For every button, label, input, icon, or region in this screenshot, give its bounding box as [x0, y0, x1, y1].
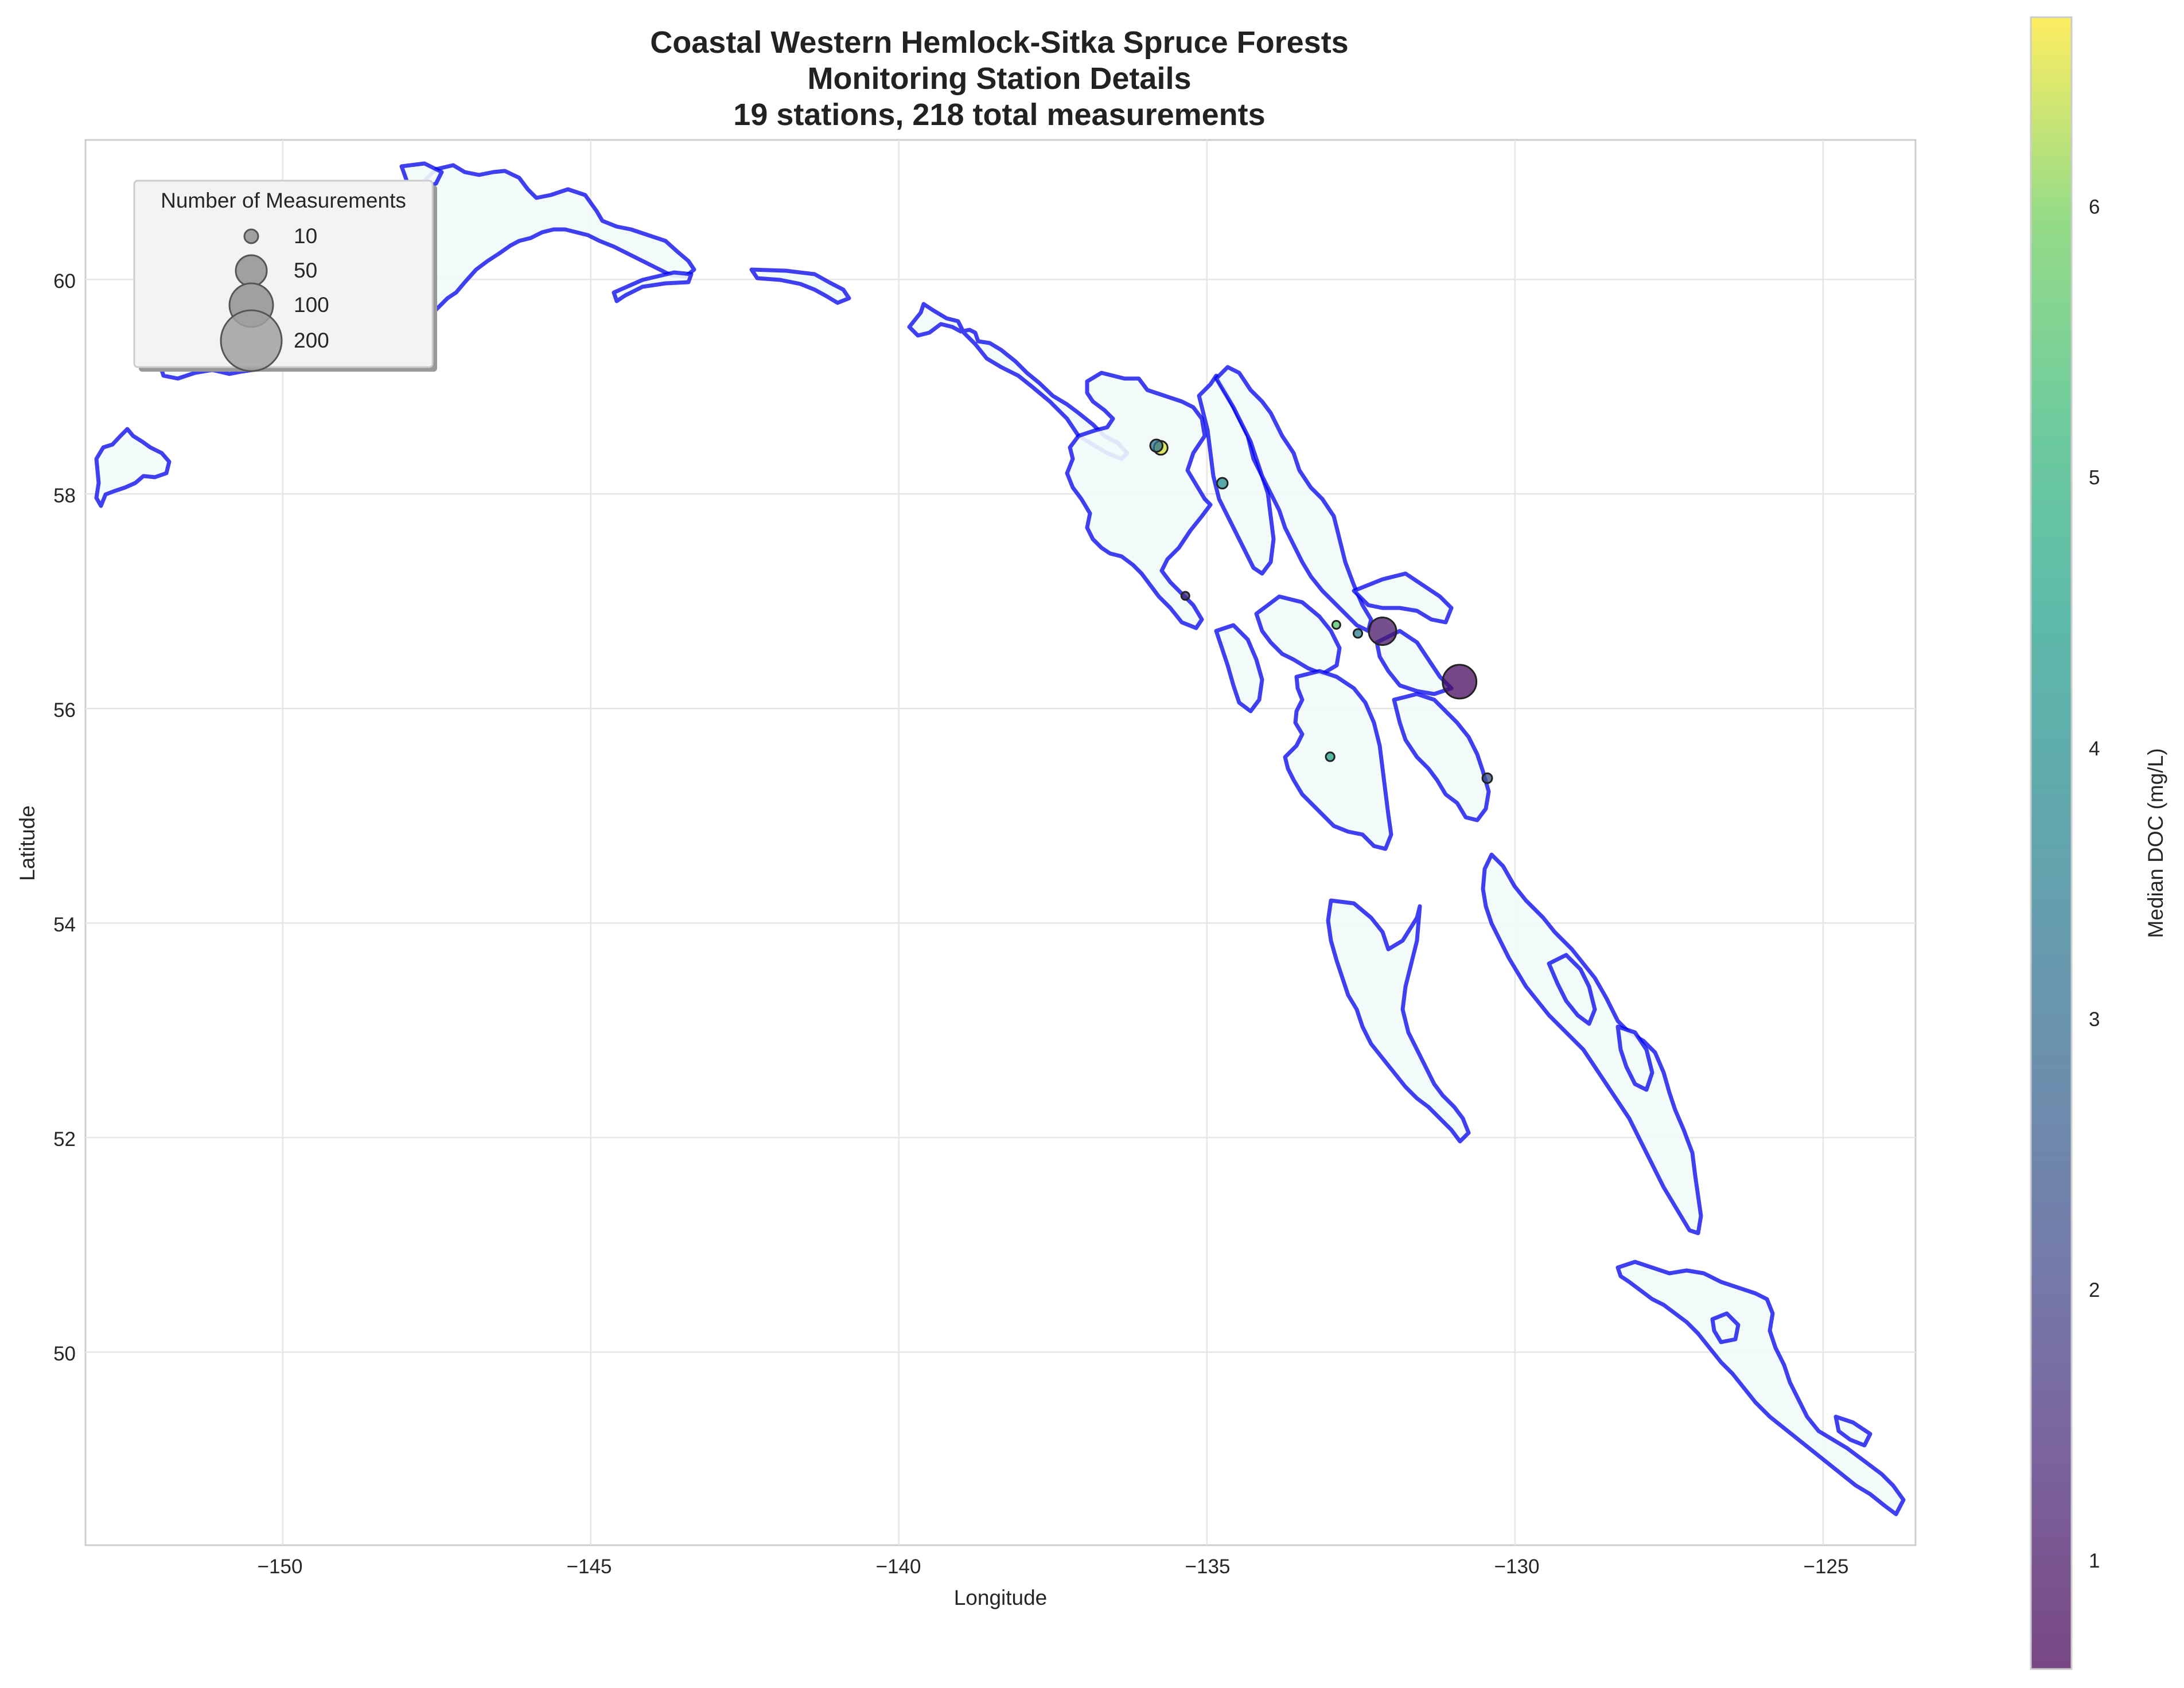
legend-entry: 50: [235, 254, 317, 287]
legend-marker-10: [243, 228, 259, 244]
x-tick-label: −145: [567, 1556, 612, 1578]
legend-label: 50: [294, 259, 317, 282]
region-bc-central-islands: [1615, 1024, 1654, 1092]
region-revillagigedo: [1392, 692, 1491, 822]
region-sunshine-coast: [1833, 1414, 1872, 1448]
title-line-2: Monitoring Station Details: [808, 61, 1192, 96]
legend-entry: 200: [220, 309, 329, 372]
y-axis-label: Latitude: [15, 805, 39, 881]
legend-label: 100: [294, 293, 329, 317]
legend-marker-50: [235, 254, 268, 287]
x-tick-label: −130: [1494, 1556, 1540, 1578]
y-tick-label: 50: [53, 1343, 76, 1365]
x-axis-ticks: −150 −145 −140 −135 −130 −125: [258, 1556, 1849, 1578]
colorbar-label: Median DOC (mg/L): [2144, 748, 2167, 938]
colorbar-tick-label: 5: [2089, 467, 2100, 489]
region-kupreanof: [1254, 594, 1342, 676]
colorbar: 1 2 3 4 5 6 Median DOC (mg/L): [2030, 16, 2167, 1670]
station-marker[interactable]: [1481, 772, 1493, 784]
x-tick-label: −135: [1185, 1556, 1231, 1578]
legend-title: Number of Measurements: [161, 189, 406, 212]
region-stikine: [1352, 571, 1454, 625]
x-axis-label: Longitude: [954, 1586, 1048, 1609]
region-wrangell-mainland: [1375, 629, 1454, 696]
region-chichagof: [1065, 371, 1213, 630]
y-axis-ticks: 50 52 54 56 58 60: [53, 270, 76, 1365]
x-tick-label: −140: [876, 1556, 921, 1578]
colorbar-tick-label: 1: [2089, 1550, 2100, 1572]
region-kenai: [94, 427, 172, 508]
plot-area: [84, 139, 1917, 1546]
colorbar-tick-label: 2: [2089, 1279, 2100, 1301]
gridlines: [85, 140, 1916, 1545]
y-tick-label: 54: [53, 914, 76, 936]
plot-background: [84, 139, 1917, 1546]
region-haida-gwaii: [1326, 898, 1471, 1144]
station-marker[interactable]: [1442, 664, 1478, 700]
station-marker[interactable]: [1149, 438, 1163, 453]
colorbar-tick-label: 3: [2089, 1008, 2100, 1031]
station-marker[interactable]: [1331, 619, 1341, 630]
region-kayak: [612, 270, 694, 303]
y-tick-label: 56: [53, 699, 76, 722]
region-vancouver-island: [1615, 1260, 1906, 1517]
x-tick-label: −125: [1804, 1556, 1849, 1578]
station-markers: [1149, 438, 1493, 784]
region-yakutat: [749, 267, 851, 305]
region-inner-islands: [1710, 1311, 1741, 1344]
station-marker[interactable]: [1368, 617, 1397, 646]
colorbar-gradient: [2030, 16, 2073, 1670]
legend-marker-200: [220, 309, 283, 372]
chart-title: Coastal Western Hemlock-Sitka Spruce For…: [650, 25, 1348, 132]
colorbar-ticks: 1 2 3 4 5 6: [2089, 196, 2100, 1572]
colorbar-tick-label: 4: [2089, 738, 2100, 760]
region-prince-of-wales: [1283, 669, 1393, 851]
legend-entry: 10: [243, 224, 317, 248]
station-marker[interactable]: [1180, 591, 1190, 601]
legend-frame: [133, 180, 434, 368]
station-marker[interactable]: [1216, 477, 1229, 490]
station-marker[interactable]: [1325, 751, 1336, 762]
colorbar-tick-label: 6: [2089, 196, 2100, 218]
x-tick-label: −150: [258, 1556, 303, 1578]
y-tick-label: 60: [53, 270, 76, 293]
y-tick-label: 52: [53, 1128, 76, 1151]
region-bc-north-coast: [1481, 852, 1703, 1235]
region-bc-inlets: [1547, 953, 1597, 1026]
region-kuiu: [1214, 623, 1264, 714]
station-marker[interactable]: [1352, 628, 1364, 639]
title-line-1: Coastal Western Hemlock-Sitka Spruce For…: [650, 25, 1348, 60]
legend-label: 200: [294, 329, 329, 352]
y-tick-label: 58: [53, 485, 76, 507]
legend-label: 10: [294, 224, 317, 248]
title-line-3: 19 stations, 218 total measurements: [733, 98, 1265, 132]
size-legend: Number of Measurements 10 50 100 200: [133, 180, 434, 372]
